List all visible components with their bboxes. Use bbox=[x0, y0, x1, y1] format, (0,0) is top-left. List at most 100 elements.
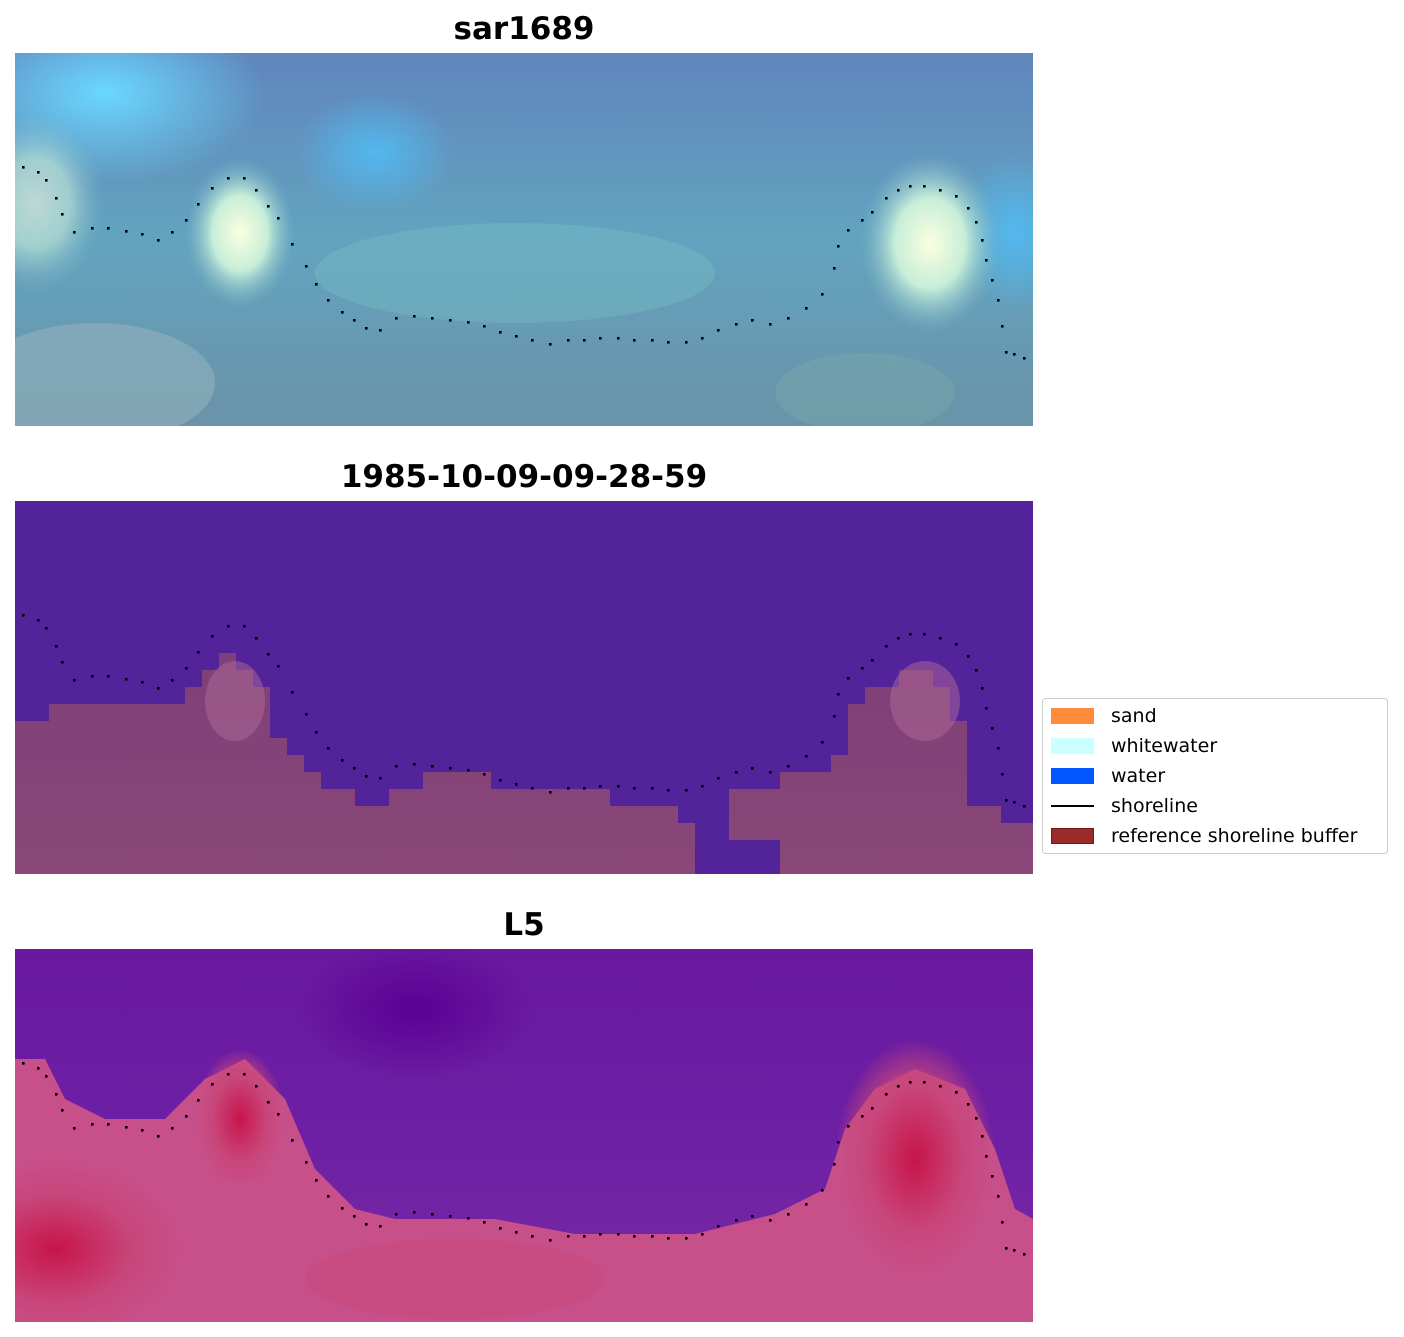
shoreline-point bbox=[227, 1073, 230, 1076]
shoreline-point bbox=[991, 1175, 994, 1178]
shoreline-line-swatch bbox=[1051, 805, 1094, 807]
shoreline-point bbox=[717, 777, 720, 780]
shoreline-point bbox=[967, 655, 970, 658]
l5-image-panel bbox=[15, 949, 1033, 1322]
shoreline-point bbox=[171, 1127, 174, 1130]
shoreline-point bbox=[107, 675, 110, 678]
shoreline-point bbox=[157, 1135, 160, 1138]
shoreline-point bbox=[751, 767, 754, 770]
shoreline-point bbox=[91, 1123, 94, 1126]
shoreline-point bbox=[567, 1235, 570, 1238]
shoreline-point bbox=[157, 239, 160, 242]
shoreline-point bbox=[291, 691, 294, 694]
shoreline-point bbox=[985, 1155, 988, 1158]
shoreline-point bbox=[379, 1225, 382, 1228]
shoreline-point bbox=[847, 1125, 850, 1128]
shoreline-point bbox=[267, 653, 270, 656]
shoreline-point bbox=[499, 1227, 502, 1230]
shoreline-point bbox=[667, 789, 670, 792]
shoreline-point bbox=[45, 179, 48, 182]
shoreline-point bbox=[651, 1235, 654, 1238]
shoreline-point bbox=[717, 329, 720, 332]
shoreline-point bbox=[667, 1237, 670, 1240]
shoreline-point bbox=[1023, 805, 1026, 808]
shoreline-point bbox=[1013, 801, 1016, 804]
shoreline-point bbox=[467, 769, 470, 772]
shoreline-point bbox=[45, 1075, 48, 1078]
shoreline-point bbox=[701, 1233, 704, 1236]
shoreline-point bbox=[939, 1085, 942, 1088]
legend-label: whitewater bbox=[1111, 735, 1218, 757]
shoreline-point bbox=[861, 1115, 864, 1118]
shoreline-point bbox=[847, 229, 850, 232]
buffer-region bbox=[15, 653, 695, 874]
shoreline-point bbox=[821, 741, 824, 744]
shoreline-points bbox=[22, 1062, 1026, 1256]
shoreline-point bbox=[955, 643, 958, 646]
panel-title-date: 1985-10-09-09-28-59 bbox=[340, 459, 708, 495]
shoreline-point bbox=[22, 1062, 25, 1065]
shoreline-point bbox=[981, 1135, 984, 1138]
shoreline-point bbox=[91, 227, 94, 230]
shoreline-point bbox=[449, 319, 452, 322]
shoreline-point bbox=[717, 1225, 720, 1228]
shoreline-point bbox=[885, 197, 888, 200]
shoreline-point bbox=[633, 339, 636, 342]
shoreline-point bbox=[157, 687, 160, 690]
shoreline-point bbox=[981, 239, 984, 242]
shoreline-point bbox=[22, 166, 25, 169]
shoreline-point bbox=[975, 669, 978, 672]
shoreline-point bbox=[531, 339, 534, 342]
shoreline-point bbox=[22, 614, 25, 617]
shoreline-point bbox=[365, 1223, 368, 1226]
shoreline-point bbox=[861, 667, 864, 670]
shoreline-point bbox=[449, 767, 452, 770]
shoreline-point bbox=[499, 331, 502, 334]
shoreline-point bbox=[531, 787, 534, 790]
shoreline-point bbox=[567, 787, 570, 790]
shoreline-point bbox=[975, 221, 978, 224]
shoreline-point bbox=[821, 1189, 824, 1192]
shoreline-point bbox=[847, 677, 850, 680]
buffer-region-right bbox=[729, 670, 1033, 874]
shoreline-point bbox=[483, 1221, 486, 1224]
shoreline-point bbox=[341, 759, 344, 762]
shoreline-point bbox=[353, 1215, 356, 1218]
shoreline-point bbox=[277, 1113, 280, 1116]
shoreline-point bbox=[1005, 1247, 1008, 1250]
shoreline-point bbox=[365, 327, 368, 330]
shoreline-point bbox=[243, 1073, 246, 1076]
shoreline-point bbox=[1001, 773, 1004, 776]
shoreline-points bbox=[22, 614, 1026, 808]
shoreline-point bbox=[685, 789, 688, 792]
shoreline-point bbox=[751, 1215, 754, 1218]
shoreline-point bbox=[955, 1091, 958, 1094]
shoreline-point bbox=[73, 1127, 76, 1130]
shoreline-point bbox=[617, 785, 620, 788]
shoreline-point bbox=[327, 299, 330, 302]
shoreline-point bbox=[243, 625, 246, 628]
shoreline-point bbox=[483, 773, 486, 776]
shoreline-point bbox=[197, 203, 200, 206]
shoreline-point bbox=[633, 787, 636, 790]
shoreline-points bbox=[22, 166, 1026, 360]
shoreline-point bbox=[255, 637, 258, 640]
shoreline-point bbox=[735, 771, 738, 774]
shoreline-point bbox=[769, 323, 772, 326]
shoreline-point bbox=[787, 765, 790, 768]
shoreline-point bbox=[267, 1101, 270, 1104]
shoreline-point bbox=[499, 779, 502, 782]
shoreline-point bbox=[37, 1067, 40, 1070]
shoreline-point bbox=[353, 767, 356, 770]
shoreline-point bbox=[197, 651, 200, 654]
shoreline-point bbox=[267, 205, 270, 208]
shoreline-point bbox=[255, 1085, 258, 1088]
shoreline-point bbox=[735, 323, 738, 326]
panel-title-sensor: L5 bbox=[503, 907, 545, 943]
shoreline-point bbox=[997, 1195, 1000, 1198]
shoreline-point bbox=[769, 771, 772, 774]
shoreline-point bbox=[73, 679, 76, 682]
shoreline-point bbox=[277, 665, 280, 668]
shoreline-point bbox=[833, 267, 836, 270]
shoreline-point bbox=[171, 679, 174, 682]
